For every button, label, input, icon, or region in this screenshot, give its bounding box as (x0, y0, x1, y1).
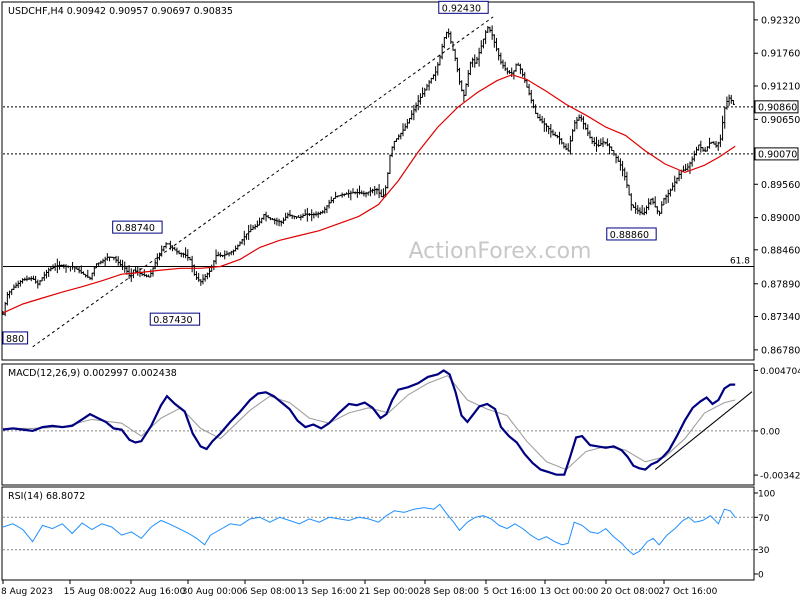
price-annotation-box (112, 220, 163, 234)
level-tag-box (754, 100, 799, 114)
macd-signal-line (3, 374, 736, 471)
price-annotation-label: 0.92430 (442, 3, 481, 14)
macd-y-tick-label: 0.00 (760, 427, 780, 437)
rsi-panel-frame (1, 486, 755, 581)
main-y-tick-label: 0.91210 (761, 81, 800, 92)
rsi-line (2, 503, 736, 556)
macd-y-tick-label: -0.003429 (760, 472, 800, 482)
price-annotation-label: 880 (6, 334, 24, 345)
x-tick-label: 6 Sep 08:00 (242, 587, 297, 597)
rsi-panel (2, 503, 754, 556)
x-tick-label: 21 Sep 00:00 (359, 587, 419, 597)
x-tick-label: 13 Sep 16:00 (297, 587, 357, 597)
level-tag-label: 0.90860 (758, 102, 797, 113)
macd-y-tick-label: 0.004704 (760, 367, 800, 377)
price-annotation-box (2, 331, 29, 345)
axis-layer: 0.92320 0.91760 0.91210 0.90650 0.89560 0.890… (1, 15, 800, 597)
x-tick-label: 22 Aug 16:00 (125, 587, 186, 597)
price-annotation-box (606, 227, 657, 241)
trend-line (32, 16, 494, 348)
macd-trend-line (654, 391, 753, 470)
x-tick-label: 5 Oct 16:00 (484, 587, 537, 597)
x-tick-label: 13 Oct 00:00 (540, 587, 599, 597)
price-annotation-label: 0.87430 (153, 315, 192, 326)
x-tick-label: 28 Sep 08:00 (419, 587, 479, 597)
level-tag-box (754, 147, 799, 161)
macd-line (2, 369, 736, 476)
main-y-tick-label: 0.89560 (761, 180, 800, 191)
moving-average-line (2, 74, 736, 314)
price-annotation-box (438, 0, 489, 14)
price-annotation-label: 0.88740 (116, 223, 155, 234)
main-panel-frame (1, 1, 755, 361)
main-y-tick-label: 0.91760 (761, 49, 800, 60)
main-y-tick-label: 0.86780 (761, 345, 800, 356)
level-tag-label: 0.90070 (758, 149, 797, 160)
x-tick-label: 27 Oct 16:00 (659, 587, 718, 597)
x-tick-label: 8 Aug 2023 (1, 587, 53, 597)
main-chart: 61.8 0.92430 0.88740 0.87430 0.88860 880 (1, 0, 754, 348)
x-tick-label: 20 Oct 08:00 (601, 587, 660, 597)
main-y-tick-label: 0.90650 (761, 115, 800, 126)
rsi-title: RSI(14) 68.8072 (8, 491, 85, 502)
macd-panel-frame (1, 363, 755, 486)
rsi-y-tick-label: 30 (758, 546, 770, 556)
price-annotation-label: 0.88860 (610, 230, 649, 241)
watermark-layer: ActionForex.com (409, 239, 592, 264)
chart-frames (1, 1, 755, 581)
rsi-y-tick-label: 70 (758, 514, 770, 524)
label-layer: USDCHF,H4 0.90942 0.90957 0.90697 0.9083… (8, 6, 233, 502)
price-annotation-box (149, 312, 201, 326)
macd-title: MACD(12,26,9) 0.002997 0.002438 (8, 368, 177, 379)
fib-level-label: 61.8 (730, 256, 750, 266)
main-y-tick-label: 0.88460 (761, 245, 800, 256)
main-y-tick-label: 0.87340 (761, 312, 800, 323)
rsi-y-tick-label: 0 (758, 571, 764, 581)
macd-panel (2, 369, 754, 476)
main-y-tick-label: 0.87890 (761, 279, 800, 290)
x-tick-label: 30 Aug 00:00 (182, 587, 243, 597)
rsi-y-tick-label: 100 (758, 490, 775, 500)
chart-title: USDCHF,H4 0.90942 0.90957 0.90697 0.9083… (8, 6, 233, 17)
x-tick-label: 15 Aug 08:00 (64, 587, 125, 597)
watermark: ActionForex.com (409, 239, 592, 264)
main-y-tick-label: 0.92320 (761, 15, 800, 26)
main-y-tick-label: 0.89000 (761, 213, 800, 224)
